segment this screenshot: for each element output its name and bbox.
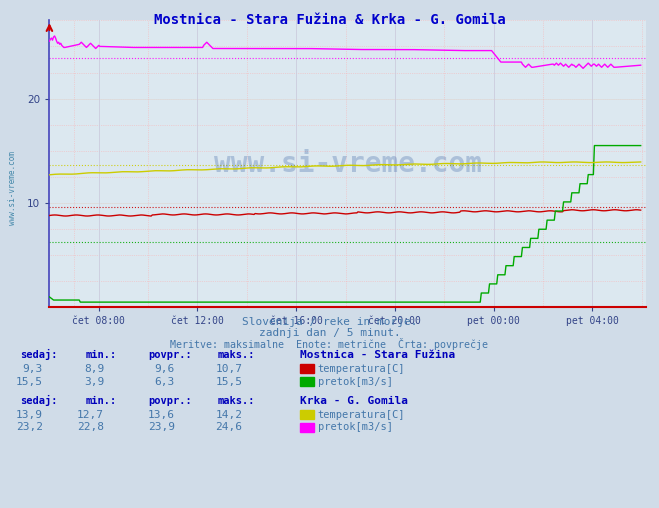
Text: 23,2: 23,2 [16, 422, 43, 432]
Text: temperatura[C]: temperatura[C] [318, 409, 405, 420]
Text: maks.:: maks.: [217, 350, 255, 360]
Text: pretok[m3/s]: pretok[m3/s] [318, 376, 393, 387]
Text: zadnji dan / 5 minut.: zadnji dan / 5 minut. [258, 328, 401, 338]
Text: 15,5: 15,5 [16, 376, 43, 387]
Text: 24,6: 24,6 [215, 422, 243, 432]
Text: 3,9: 3,9 [84, 376, 104, 387]
Text: Meritve: maksimalne  Enote: metrične  Črta: povprečje: Meritve: maksimalne Enote: metrične Črta… [171, 338, 488, 351]
Text: 13,6: 13,6 [148, 409, 175, 420]
Text: www.si-vreme.com: www.si-vreme.com [8, 151, 17, 225]
Text: 22,8: 22,8 [77, 422, 104, 432]
Text: sedaj:: sedaj: [20, 395, 57, 406]
Text: sedaj:: sedaj: [20, 349, 57, 360]
Text: min.:: min.: [86, 396, 117, 406]
Text: 12,7: 12,7 [77, 409, 104, 420]
Text: Mostnica - Stara Fužina & Krka - G. Gomila: Mostnica - Stara Fužina & Krka - G. Gomi… [154, 13, 505, 27]
Text: pretok[m3/s]: pretok[m3/s] [318, 422, 393, 432]
Text: 14,2: 14,2 [215, 409, 243, 420]
Text: 8,9: 8,9 [84, 364, 104, 374]
Text: maks.:: maks.: [217, 396, 255, 406]
Text: povpr.:: povpr.: [148, 396, 192, 406]
Text: www.si-vreme.com: www.si-vreme.com [214, 150, 482, 178]
Text: 15,5: 15,5 [215, 376, 243, 387]
Text: 6,3: 6,3 [154, 376, 175, 387]
Text: temperatura[C]: temperatura[C] [318, 364, 405, 374]
Text: 23,9: 23,9 [148, 422, 175, 432]
Text: 9,6: 9,6 [154, 364, 175, 374]
Text: Slovenija / reke in morje.: Slovenija / reke in morje. [242, 317, 417, 327]
Text: Krka - G. Gomila: Krka - G. Gomila [300, 396, 408, 406]
Text: min.:: min.: [86, 350, 117, 360]
Text: Mostnica - Stara Fužina: Mostnica - Stara Fužina [300, 350, 455, 360]
Text: 9,3: 9,3 [22, 364, 43, 374]
Text: povpr.:: povpr.: [148, 350, 192, 360]
Text: 13,9: 13,9 [16, 409, 43, 420]
Text: 10,7: 10,7 [215, 364, 243, 374]
